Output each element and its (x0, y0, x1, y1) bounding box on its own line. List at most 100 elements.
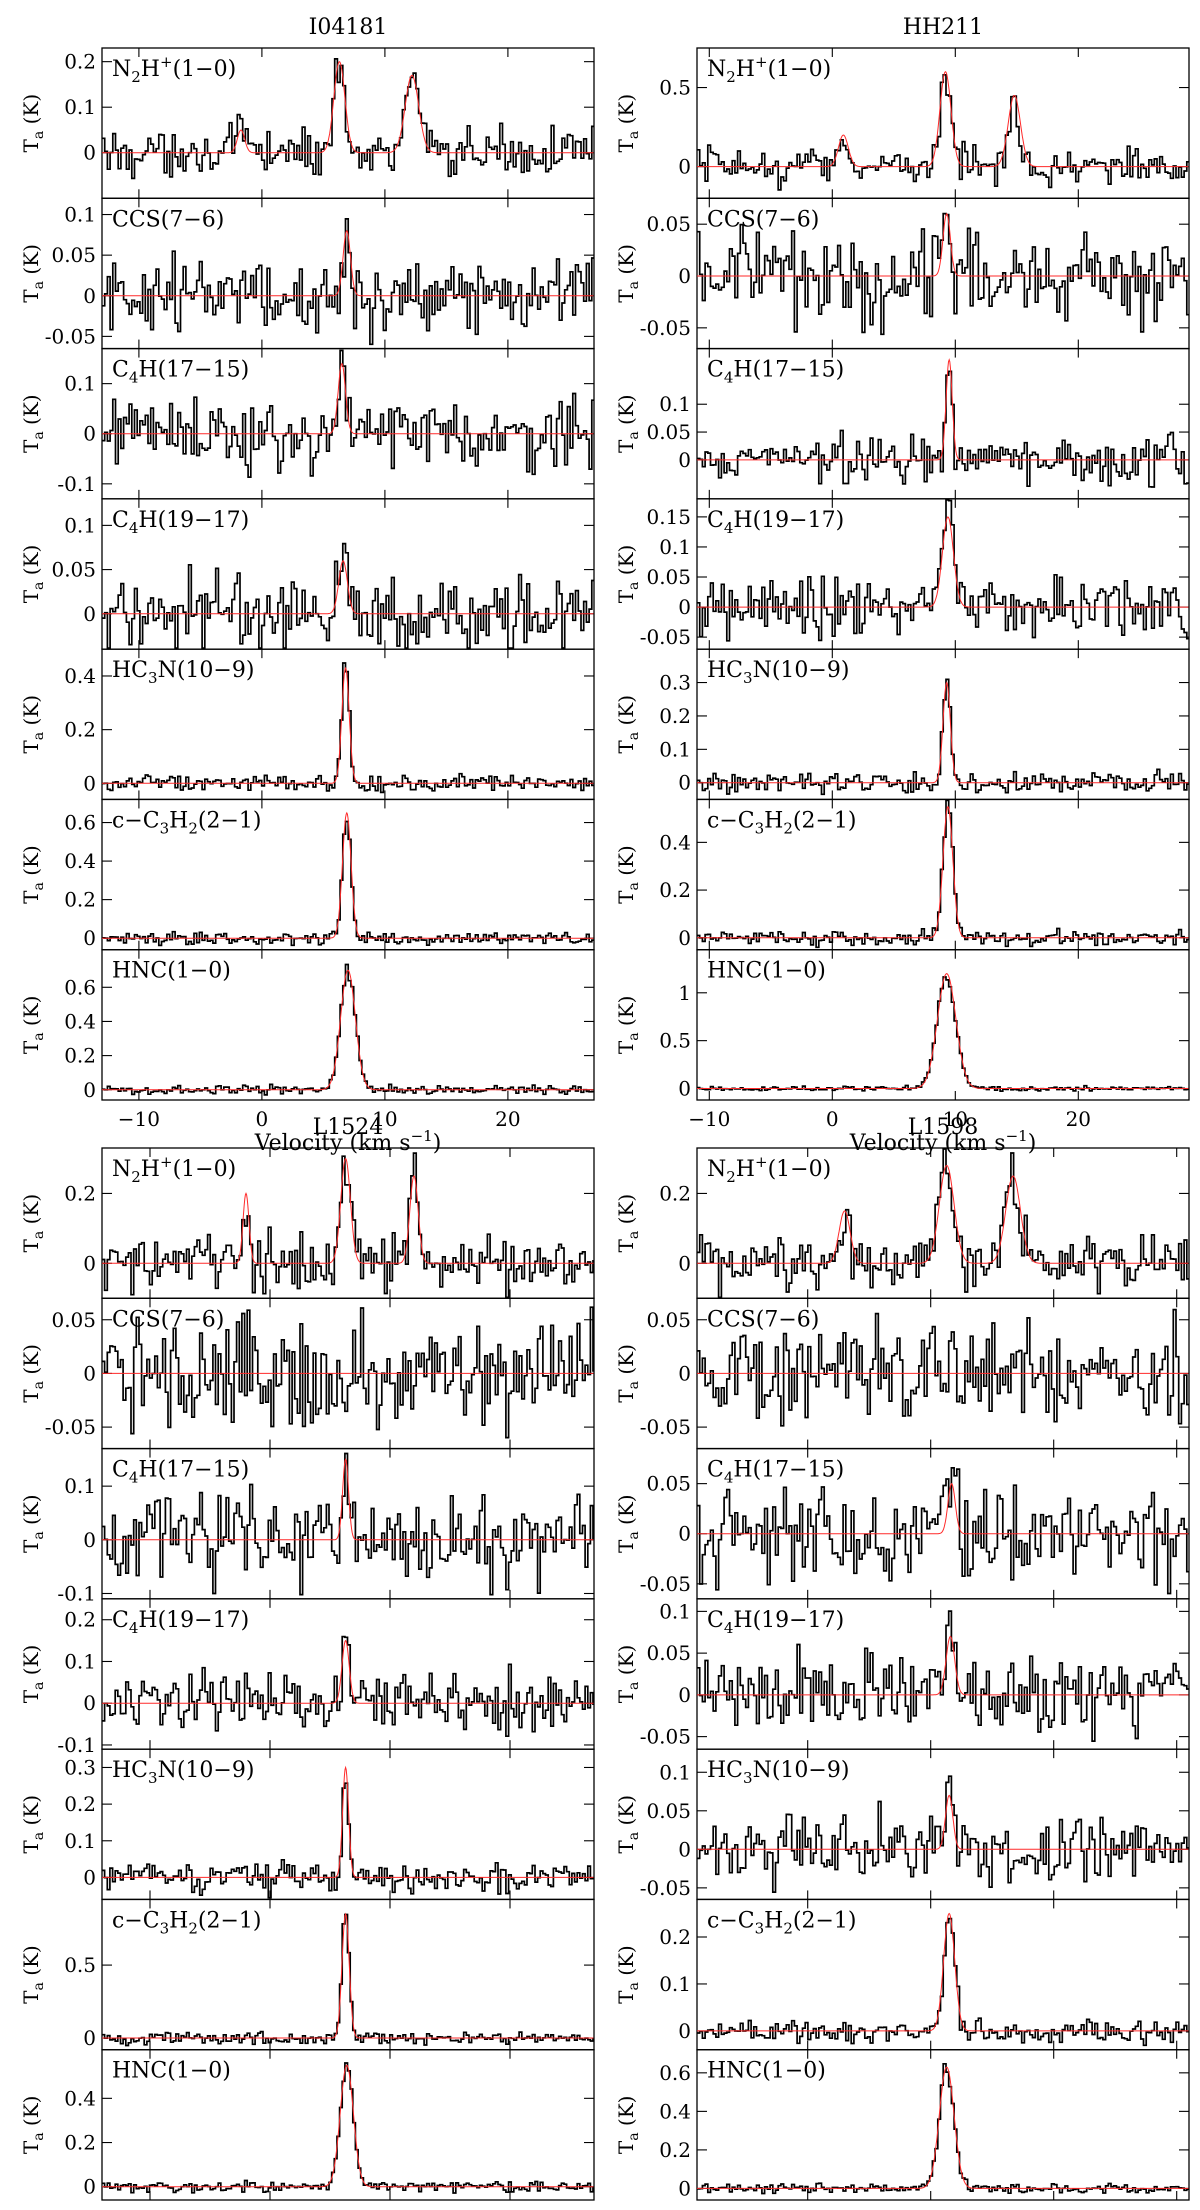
y-axis-label: Ta (K) (614, 1344, 642, 1403)
y-axis-label: Ta (K) (19, 1945, 47, 2004)
y-axis-label: Ta (K) (614, 244, 642, 303)
gaussian-fit-line (102, 229, 594, 297)
transition-label: CCS(7−6) (707, 1307, 819, 1332)
panel-hc3n-10-9-: 0.1 0.05 0 -0.05 Ta (K) HC3N(10−9) (614, 1748, 1190, 1901)
y-tick-label: 0.2 (64, 888, 96, 912)
y-axis-label: Ta (K) (19, 1795, 47, 1854)
y-axis-label: Ta (K) (19, 2096, 47, 2155)
chart-title: L1598 (908, 1115, 979, 1140)
y-tick-label: 0 (83, 2175, 96, 2199)
y-tick-label: 0.05 (646, 420, 691, 444)
y-axis-label: Ta (K) (19, 94, 47, 153)
panel-frame (696, 949, 1190, 1101)
y-tick-label: 0.6 (64, 811, 96, 835)
gaussian-fit-line (697, 1912, 1189, 2032)
panel-c-c3h2-2-1-: 0.2 0.1 0 Ta (K) c−C3H2(2−1) (614, 1898, 1190, 2051)
gaussian-fit-line (697, 805, 1189, 939)
gaussian-fit-line (102, 1157, 594, 1264)
y-tick-label: 0 (83, 926, 96, 950)
y-tick-label: 0.2 (64, 1181, 96, 1205)
panel-hnc-1-0-: 0.4 0.2 0 Ta (K) HNC(1−0) (19, 2049, 595, 2201)
spectrum-line (697, 1467, 1189, 1595)
y-tick-label: 0 (83, 284, 96, 308)
y-tick-label: 0.05 (51, 558, 96, 582)
x-tick-label: 20 (1041, 2207, 1066, 2210)
y-tick-label: 0 (678, 2019, 691, 2043)
y-tick-label: 0.4 (64, 849, 96, 873)
x-tick-label: 0 (264, 2207, 277, 2210)
gaussian-fit-line (697, 1164, 1189, 1264)
gaussian-fit-line (102, 1912, 594, 2039)
spectrum-line (697, 212, 1189, 336)
transition-label: C4H(19−17) (112, 508, 249, 537)
gaussian-fit-line (697, 973, 1189, 1089)
y-tick-label: 0.3 (64, 1755, 96, 1779)
y-tick-label: -0.1 (57, 1733, 96, 1757)
chart-l1598: L1598 0.2 0 Ta (K) N2H+(1−0) 0.05 0 -0.05 Ta (K)… (614, 1115, 1190, 2210)
panel-c4h-17-15-: 0.05 0 -0.05 Ta (K) C4H(17−15) (614, 1447, 1190, 1600)
panel-hnc-1-0-: 1 0.5 0 Ta (K) HNC(1−0) (614, 949, 1190, 1101)
gaussian-fit-line (697, 1482, 1189, 1535)
y-tick-label: 0.2 (659, 1925, 691, 1949)
panel-hnc-1-0-: 0.6 0.4 0.2 0 Ta (K) HNC(1−0) (614, 2049, 1190, 2201)
panel-c4h-17-15-: 0.1 0.05 0 Ta (K) C4H(17−15) (614, 347, 1190, 500)
x-tick-label: 10 (372, 1107, 397, 1131)
transition-label: CCS(7−6) (112, 1307, 224, 1332)
y-tick-label: 0.4 (64, 664, 96, 688)
transition-label: C4H(19−17) (707, 508, 844, 537)
y-tick-label: -0.1 (57, 472, 96, 496)
transition-label: N2H+(1−0) (707, 53, 831, 86)
panel-c4h-19-17-: 0.15 0.1 0.05 0 -0.05 Ta (K) C4H(19−17) (614, 498, 1190, 650)
gaussian-fit-line (697, 516, 1189, 608)
y-tick-label: -0.05 (640, 625, 691, 649)
spectrum-line (102, 1635, 594, 1738)
y-tick-label: 0.1 (659, 1760, 691, 1784)
y-tick-label: 0.1 (659, 1599, 691, 1623)
y-tick-label: 0 (678, 1522, 691, 1546)
panel-frame (696, 2049, 1190, 2201)
y-tick-label: 0 (83, 1865, 96, 1889)
y-tick-label: 0.2 (64, 1792, 96, 1816)
transition-label: HC3N(10−9) (112, 1758, 254, 1787)
x-tick-label: 0 (256, 1107, 269, 1131)
gaussian-fit-line (697, 2066, 1189, 2189)
y-tick-label: 0.2 (64, 1608, 96, 1632)
x-tick-label: −10 (688, 1107, 730, 1131)
spectrum-line (102, 820, 594, 947)
panel-ccs-7-6-: 0.05 0 -0.05 Ta (K) CCS(7−6) (614, 197, 1190, 350)
x-tick-label: 0 (826, 1107, 839, 1131)
transition-label: C4H(19−17) (707, 1608, 844, 1637)
x-tick-label: 20 (1066, 1107, 1091, 1131)
y-tick-label: 0 (83, 1361, 96, 1385)
panel-ccs-7-6-: 0.1 0.05 0 -0.05 Ta (K) CCS(7−6) (19, 197, 595, 350)
y-tick-label: 0.5 (659, 1029, 691, 1053)
panel-c-c3h2-2-1-: 0.5 0 Ta (K) c−C3H2(2−1) (19, 1898, 595, 2051)
panel-c4h-19-17-: 0.2 0.1 0 -0.1 Ta (K) C4H(19−17) (19, 1598, 595, 1757)
y-tick-label: -0.05 (640, 1415, 691, 1439)
panel-n2h-1-0-: 0.5 0 Ta (K) N2H+(1−0) (614, 47, 1190, 199)
y-axis-label: Ta (K) (19, 1494, 47, 1553)
panel-hc3n-10-9-: 0.3 0.2 0.1 0 Ta (K) HC3N(10−9) (19, 1748, 595, 1901)
gaussian-fit-line (697, 71, 1189, 168)
gaussian-fit-line (697, 212, 1189, 277)
gaussian-fit-line (102, 2064, 594, 2188)
y-tick-label: 0 (678, 264, 691, 288)
y-tick-label: 0.4 (659, 830, 691, 854)
y-tick-label: -0.05 (640, 1572, 691, 1596)
panel-frame (101, 949, 595, 1101)
gaussian-fit-line (697, 1635, 1189, 1696)
panel-n2h-1-0-: 0.2 0 Ta (K) N2H+(1−0) (614, 1147, 1190, 1299)
spectrum-line (102, 662, 594, 794)
transition-label: C4H(17−15) (707, 1458, 844, 1487)
y-tick-label: 0.1 (659, 1972, 691, 1996)
y-tick-label: 0 (83, 771, 96, 795)
x-tick-label: 0 (801, 2207, 814, 2210)
spectrum-line (697, 73, 1189, 191)
transition-label: HC3N(10−9) (112, 658, 254, 687)
spectrum-line (697, 1308, 1189, 1427)
y-tick-label: 0.2 (64, 50, 96, 74)
y-tick-label: 0 (83, 1078, 96, 1102)
panel-ccs-7-6-: 0.05 0 -0.05 Ta (K) CCS(7−6) (614, 1297, 1190, 1450)
y-tick-label: 0.2 (64, 2131, 96, 2155)
